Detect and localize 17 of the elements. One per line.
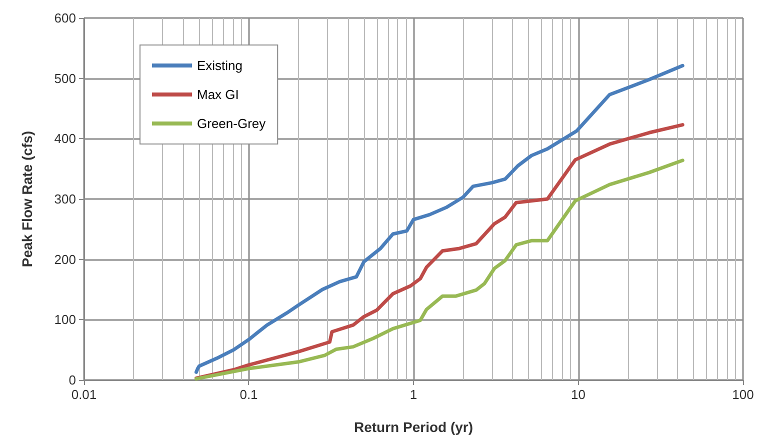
x-tick-label: 100 (732, 387, 754, 402)
x-tick-label: 0.01 (71, 387, 97, 402)
y-tick-label: 300 (54, 192, 76, 206)
legend-label: Existing (197, 58, 243, 73)
legend-label: Max GI (197, 87, 239, 102)
legend-label: Green-Grey (197, 116, 266, 131)
x-axis-title: Return Period (yr) (354, 419, 474, 435)
y-tick-label: 600 (54, 10, 76, 26)
x-tick-label: 0.1 (240, 387, 258, 402)
y-tick-label: 200 (54, 252, 76, 267)
y-tick-label: 0 (68, 372, 76, 388)
x-tick-label: 1 (410, 387, 418, 402)
y-axis-title: Peak Flow Rate (cfs) (19, 130, 35, 268)
x-tick-label: 10 (571, 387, 586, 402)
y-tick-label: 500 (54, 70, 76, 86)
y-tick-label: 100 (54, 312, 76, 328)
y-tick-label: 400 (54, 131, 76, 146)
